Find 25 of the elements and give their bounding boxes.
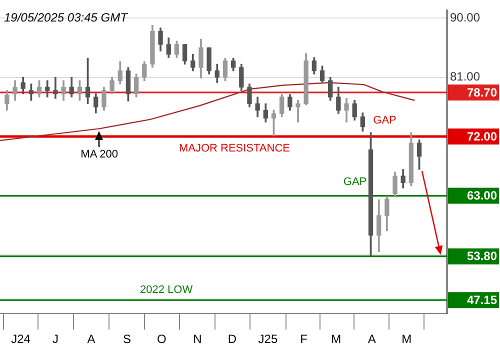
x-tick-label: M xyxy=(331,332,342,346)
annotation: GAP xyxy=(373,114,396,127)
ref-line-label: 72.00 xyxy=(466,129,498,144)
x-tick-label: A xyxy=(368,332,376,346)
ref-line-label: 53.80 xyxy=(466,249,498,264)
x-tick-label: M xyxy=(402,332,412,346)
y-tick-label: 90.00 xyxy=(450,10,480,24)
x-tick-label: F xyxy=(300,332,308,346)
ref-line-label: 63.00 xyxy=(466,188,498,203)
x-tick-label: A xyxy=(87,332,96,346)
y-tick-label: 81.00 xyxy=(450,70,480,84)
x-tick-label: O xyxy=(157,332,166,346)
annotation: MAJOR RESISTANCE xyxy=(178,142,290,155)
x-tick-label: J25 xyxy=(258,332,278,346)
annotation: MA 200 xyxy=(80,148,118,161)
x-tick-label: J24 xyxy=(11,332,31,346)
x-tick-label: S xyxy=(123,332,132,346)
annotation: 2022 LOW xyxy=(140,284,194,296)
ref-line-label: 47.15 xyxy=(466,292,498,307)
x-tick-label: N xyxy=(193,332,202,346)
ref-line-label: 78.70 xyxy=(466,85,498,100)
x-tick-label: J xyxy=(52,332,58,346)
x-tick-label: D xyxy=(228,332,237,346)
annotation: 19/05/2025 03:45 GMT xyxy=(4,10,130,25)
annotation: GAP xyxy=(343,176,367,188)
